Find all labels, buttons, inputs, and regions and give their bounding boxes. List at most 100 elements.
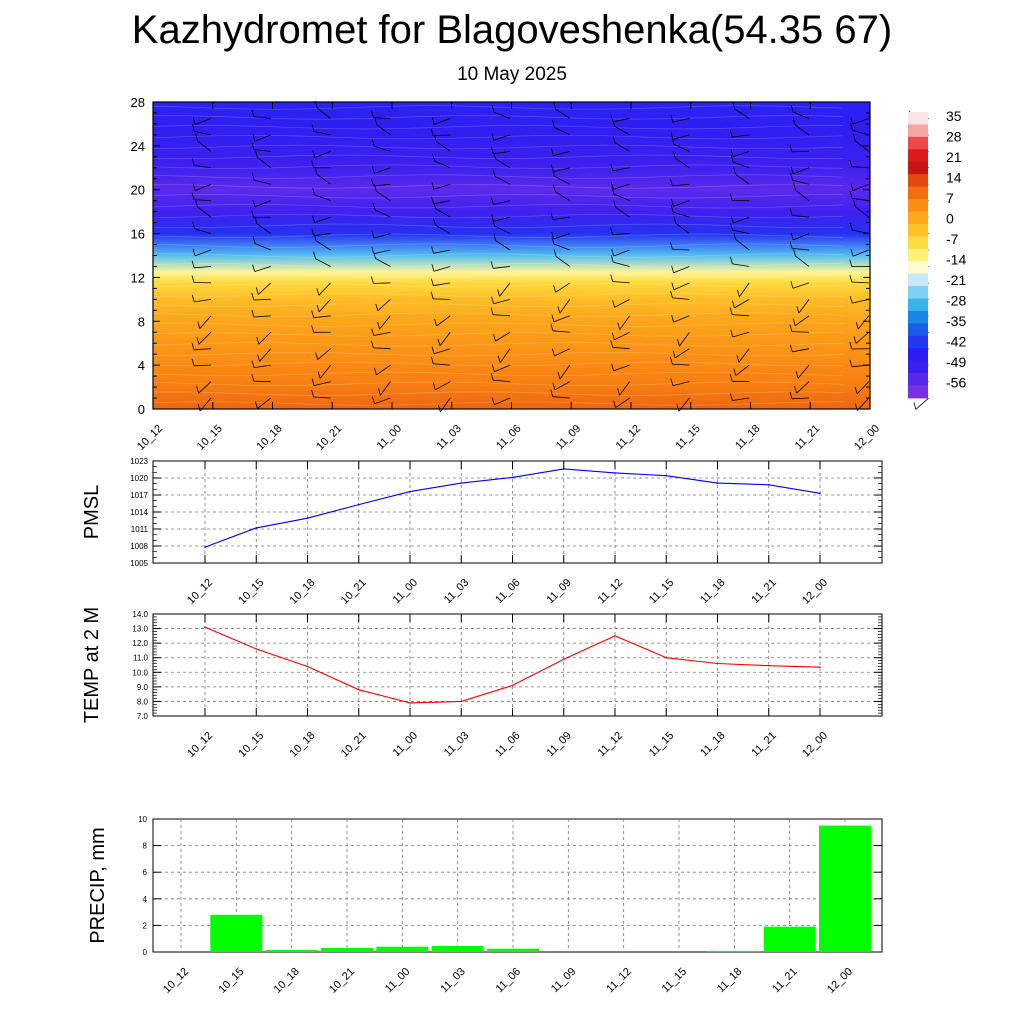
wind-barb-feather [252, 264, 255, 272]
wind-barb-feather [730, 223, 733, 231]
data-point [511, 684, 514, 687]
contour-line [152, 184, 844, 189]
precip-bar [819, 825, 871, 952]
wind-barb [855, 140, 870, 152]
wind-barb [791, 150, 810, 153]
colorbar-label: -56 [946, 375, 966, 391]
wind-barb-feather [251, 374, 255, 382]
wind-barb-feather [252, 236, 256, 244]
wind-barb-feather [853, 199, 856, 207]
wind-barb [375, 258, 391, 267]
wind-barb [494, 175, 511, 185]
wind-barb [915, 397, 929, 410]
wind-barb-feather [853, 336, 857, 344]
wind-barb-feather [314, 167, 318, 175]
wind-barb-feather [551, 148, 554, 156]
wind-barb [792, 167, 810, 175]
wind-barb-feather [553, 101, 556, 110]
wind-barb [198, 381, 212, 394]
y-tick-label: 13.0 [132, 625, 148, 634]
wind-barb-feather [617, 322, 621, 330]
wind-barb-feather [437, 338, 441, 347]
wind-barb [675, 222, 690, 234]
wind-barb [672, 381, 690, 386]
wind-barb-feather [313, 251, 316, 259]
wind-barb-feather [431, 264, 435, 272]
wind-barb-feather [789, 324, 793, 332]
wind-barb-feather [794, 386, 797, 394]
wind-barb [494, 225, 511, 234]
wind-barb-feather [192, 117, 196, 125]
wind-barb-feather [849, 222, 853, 231]
contour-line [152, 194, 844, 199]
wind-barb [373, 183, 391, 187]
wind-barb [493, 134, 511, 141]
wind-barb-feather [492, 169, 496, 177]
colorbar-swatch [908, 248, 928, 262]
contour-line [152, 125, 844, 130]
wind-barb-feather [197, 403, 201, 412]
wind-barb-feather [191, 260, 195, 268]
wind-barb [612, 346, 630, 350]
wind-barb [612, 167, 630, 172]
wind-barb-feather [491, 133, 495, 141]
wind-barb [673, 266, 690, 274]
wind-barb [613, 261, 630, 267]
wind-barb [435, 208, 451, 218]
data-point [511, 476, 514, 479]
contour-line [152, 115, 844, 120]
wind-barb-feather [849, 191, 853, 199]
data-point [409, 702, 411, 704]
wind-barb [195, 118, 212, 125]
wind-barb-feather [433, 217, 436, 226]
wind-barb [433, 348, 451, 355]
wind-barb-feather [491, 397, 495, 405]
colorbar-swatch [908, 348, 928, 362]
x-tick-label: 11_03 [442, 730, 472, 760]
wind-barb [552, 216, 570, 220]
wind-barb-feather [610, 340, 614, 348]
wind-barb-feather [913, 402, 917, 410]
wind-barb [612, 233, 630, 235]
wind-barb [554, 348, 570, 357]
wind-barb [493, 112, 511, 119]
wind-barb-feather [557, 371, 561, 380]
wind-barb-feather [553, 285, 556, 293]
y-tick-label: 0 [138, 402, 145, 417]
contour-line [152, 105, 844, 110]
wind-barb-feather [371, 328, 375, 336]
wind-barb-feather [192, 183, 196, 191]
wind-barb [492, 314, 511, 317]
colorbar-swatch [908, 236, 928, 250]
y-tick-label: 16 [131, 227, 145, 242]
wind-barb [674, 348, 690, 359]
wind-barb [314, 194, 331, 202]
wind-barb [314, 216, 331, 223]
wind-barb-feather [849, 274, 853, 283]
data-point [819, 492, 821, 495]
colorbar-swatch [908, 161, 928, 175]
y-tick-label: 1008 [130, 542, 148, 551]
wind-barb [793, 233, 810, 241]
wind-barb [440, 397, 451, 413]
wind-barb-feather [431, 117, 435, 125]
wind-barb [856, 381, 870, 395]
wind-barb-feather [191, 158, 195, 166]
wind-barb-feather [612, 135, 616, 143]
wind-barb [197, 140, 212, 152]
contour-line [152, 223, 844, 229]
wind-barb-feather [796, 305, 800, 314]
wind-barb [559, 299, 571, 314]
wind-barb-feather [729, 374, 733, 382]
precip-bar [210, 914, 263, 952]
wind-barb [555, 191, 571, 202]
wind-barb-feather [550, 323, 554, 331]
wind-barb [493, 266, 511, 269]
data-point [768, 664, 770, 667]
wind-barb-feather [557, 306, 561, 314]
wind-barb [553, 167, 570, 173]
wind-barb-feather [372, 202, 376, 211]
wind-barb-feather [378, 388, 381, 396]
wind-barb-feather [431, 182, 435, 190]
wind-barb-feather [850, 117, 854, 125]
